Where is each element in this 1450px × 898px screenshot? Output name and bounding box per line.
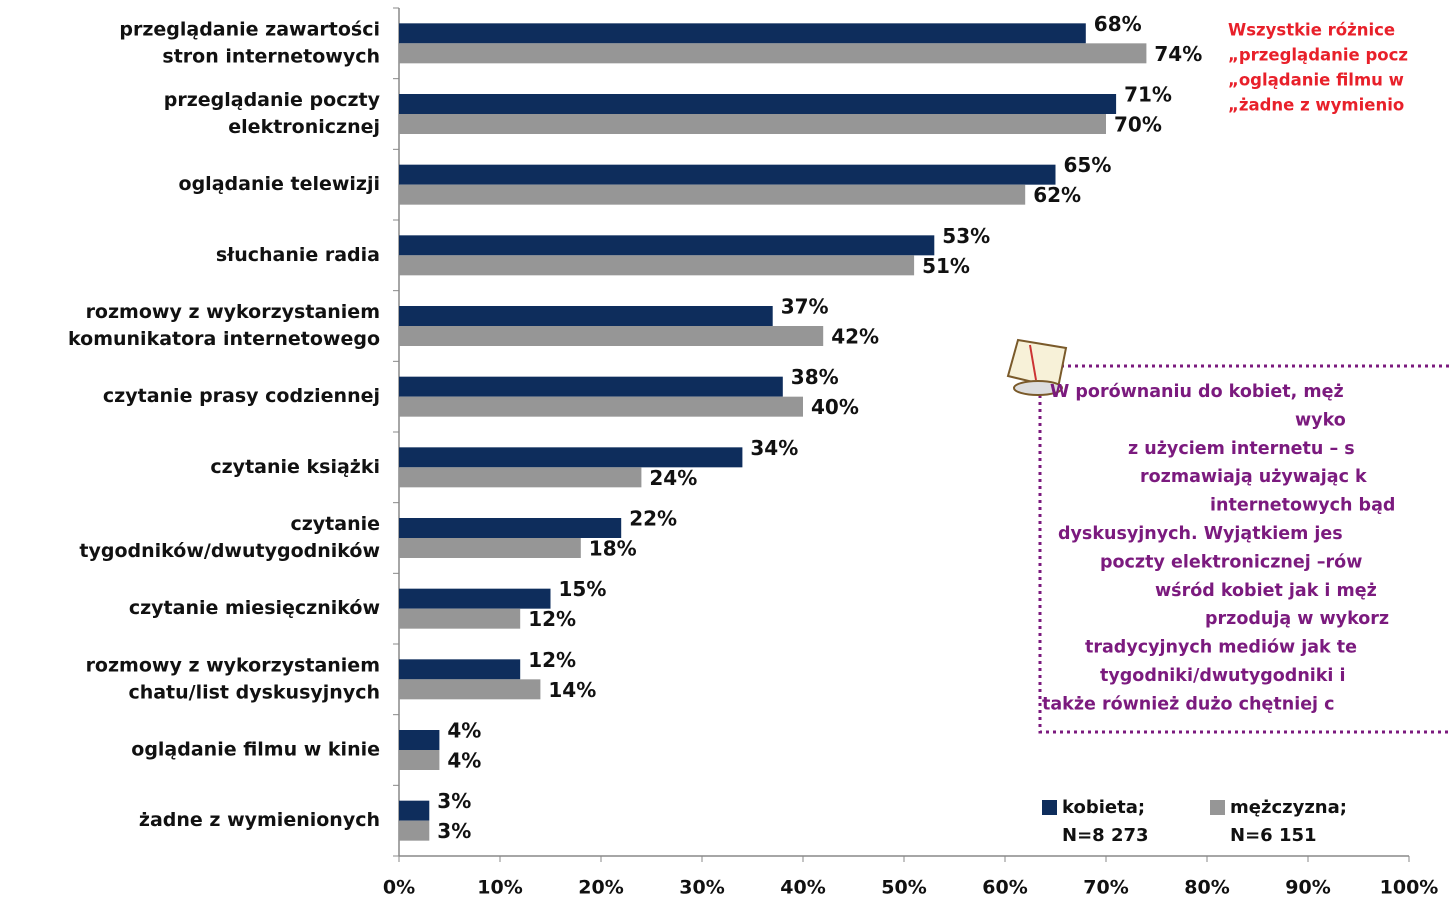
value-label: 12% bbox=[528, 648, 576, 672]
x-tick-label: 70% bbox=[1083, 877, 1128, 898]
note-text: także również dużo chętniej c bbox=[1042, 694, 1335, 714]
category-label: elektronicznej bbox=[228, 116, 380, 138]
category-label: chatu/list dyskusyjnych bbox=[128, 681, 380, 703]
value-label: 15% bbox=[559, 577, 607, 601]
bar bbox=[399, 377, 783, 397]
bar bbox=[399, 730, 439, 750]
value-label: 4% bbox=[447, 749, 481, 773]
bar bbox=[399, 659, 520, 679]
value-label: 14% bbox=[548, 678, 596, 702]
x-tick-label: 90% bbox=[1285, 877, 1330, 898]
bar bbox=[399, 397, 803, 417]
bar bbox=[399, 821, 429, 841]
bar bbox=[399, 467, 641, 487]
bar bbox=[399, 306, 773, 326]
category-label: przeglądanie poczty bbox=[164, 89, 381, 111]
bar bbox=[399, 185, 1025, 205]
bar bbox=[399, 114, 1106, 134]
value-label: 34% bbox=[750, 436, 798, 460]
value-label: 71% bbox=[1124, 83, 1172, 107]
value-label: 42% bbox=[831, 325, 879, 349]
note-text: wyko bbox=[1295, 410, 1346, 430]
bar bbox=[399, 255, 914, 275]
category-label: tygodników/dwutygodników bbox=[79, 540, 380, 562]
value-label: 74% bbox=[1154, 42, 1202, 66]
legend-swatch bbox=[1042, 800, 1057, 815]
category-label: przeglądanie zawartości bbox=[119, 18, 380, 40]
category-label: oglądanie telewizji bbox=[179, 173, 380, 195]
bar bbox=[399, 801, 429, 821]
value-label: 4% bbox=[447, 719, 481, 743]
legend-sample: N=8 273 bbox=[1062, 825, 1149, 846]
note-text: rozmawiają używając k bbox=[1140, 467, 1367, 487]
annotation-red: „przeglądanie pocz bbox=[1228, 46, 1408, 65]
value-label: 51% bbox=[922, 254, 970, 278]
x-tick-label: 0% bbox=[383, 877, 415, 898]
category-label: oglądanie filmu w kinie bbox=[131, 739, 380, 761]
bar bbox=[399, 538, 581, 558]
x-tick-label: 20% bbox=[578, 877, 623, 898]
x-tick-label: 80% bbox=[1184, 877, 1229, 898]
category-label: czytanie prasy codziennej bbox=[103, 385, 380, 407]
category-label: czytanie miesięczników bbox=[129, 597, 380, 619]
legend-label: mężczyzna; bbox=[1230, 797, 1347, 818]
value-label: 70% bbox=[1114, 113, 1162, 137]
x-tick-label: 50% bbox=[881, 877, 926, 898]
note-text: tygodniki/dwutygodniki i bbox=[1100, 666, 1346, 686]
bar bbox=[399, 94, 1116, 114]
x-tick-label: 60% bbox=[982, 877, 1027, 898]
note-text: z użyciem internetu – s bbox=[1128, 439, 1355, 459]
x-tick-label: 30% bbox=[679, 877, 724, 898]
bar bbox=[399, 518, 621, 538]
value-label: 3% bbox=[437, 789, 471, 813]
value-label: 62% bbox=[1033, 183, 1081, 207]
note-text: internetowych bąd bbox=[1210, 496, 1395, 516]
bar bbox=[399, 23, 1086, 43]
chart: 0% 10% 20% 30% 40% 50% 60% 70% 80% 90% 100% przeglą… bbox=[0, 0, 1450, 898]
value-label: 24% bbox=[649, 466, 697, 490]
note-text: tradycyjnych mediów jak te bbox=[1085, 638, 1357, 658]
x-tick-label: 100% bbox=[1380, 877, 1439, 898]
annotation-red: Wszystkie różnice bbox=[1228, 21, 1395, 40]
value-label: 37% bbox=[781, 295, 829, 319]
bar bbox=[399, 589, 551, 609]
value-label: 3% bbox=[437, 819, 471, 843]
legend-sample: N=6 151 bbox=[1230, 825, 1317, 846]
annotation-red: „oglądanie filmu w bbox=[1228, 71, 1404, 90]
bar bbox=[399, 609, 520, 629]
x-tick-label: 40% bbox=[780, 877, 825, 898]
category-label: rozmowy z wykorzystaniem bbox=[86, 654, 380, 676]
bar bbox=[399, 750, 439, 770]
bar bbox=[399, 679, 540, 699]
category-label: rozmowy z wykorzystaniem bbox=[86, 301, 380, 323]
note-text: wśród kobiet jak i męż bbox=[1155, 581, 1377, 601]
note-text: W porównaniu do kobiet, męż bbox=[1050, 382, 1344, 402]
category-label: stron internetowych bbox=[162, 45, 380, 67]
category-label: żadne z wymienionych bbox=[139, 809, 380, 831]
value-label: 53% bbox=[942, 224, 990, 248]
x-tick-label: 10% bbox=[477, 877, 522, 898]
bar bbox=[399, 326, 823, 346]
bar bbox=[399, 447, 742, 467]
value-label: 68% bbox=[1094, 12, 1142, 36]
note-text: przodują w wykorz bbox=[1205, 609, 1389, 629]
category-label: komunikatora internetowego bbox=[68, 328, 380, 350]
bar bbox=[399, 165, 1056, 185]
value-label: 40% bbox=[811, 395, 859, 419]
value-label: 65% bbox=[1064, 153, 1112, 177]
legend-label: kobieta; bbox=[1062, 797, 1145, 818]
value-label: 12% bbox=[528, 607, 576, 631]
value-label: 18% bbox=[589, 537, 637, 561]
bar bbox=[399, 235, 934, 255]
category-label: słuchanie radia bbox=[216, 244, 380, 266]
value-label: 22% bbox=[629, 507, 677, 531]
legend-swatch bbox=[1210, 800, 1225, 815]
category-label: czytanie bbox=[290, 513, 380, 535]
category-label: czytanie książki bbox=[210, 456, 380, 478]
annotation-red: „żadne z wymienio bbox=[1228, 96, 1404, 115]
bar bbox=[399, 43, 1146, 63]
value-label: 38% bbox=[791, 365, 839, 389]
note-text: dyskusyjnych. Wyjątkiem jes bbox=[1058, 524, 1343, 544]
note-text: poczty elektronicznej –rów bbox=[1100, 552, 1362, 572]
